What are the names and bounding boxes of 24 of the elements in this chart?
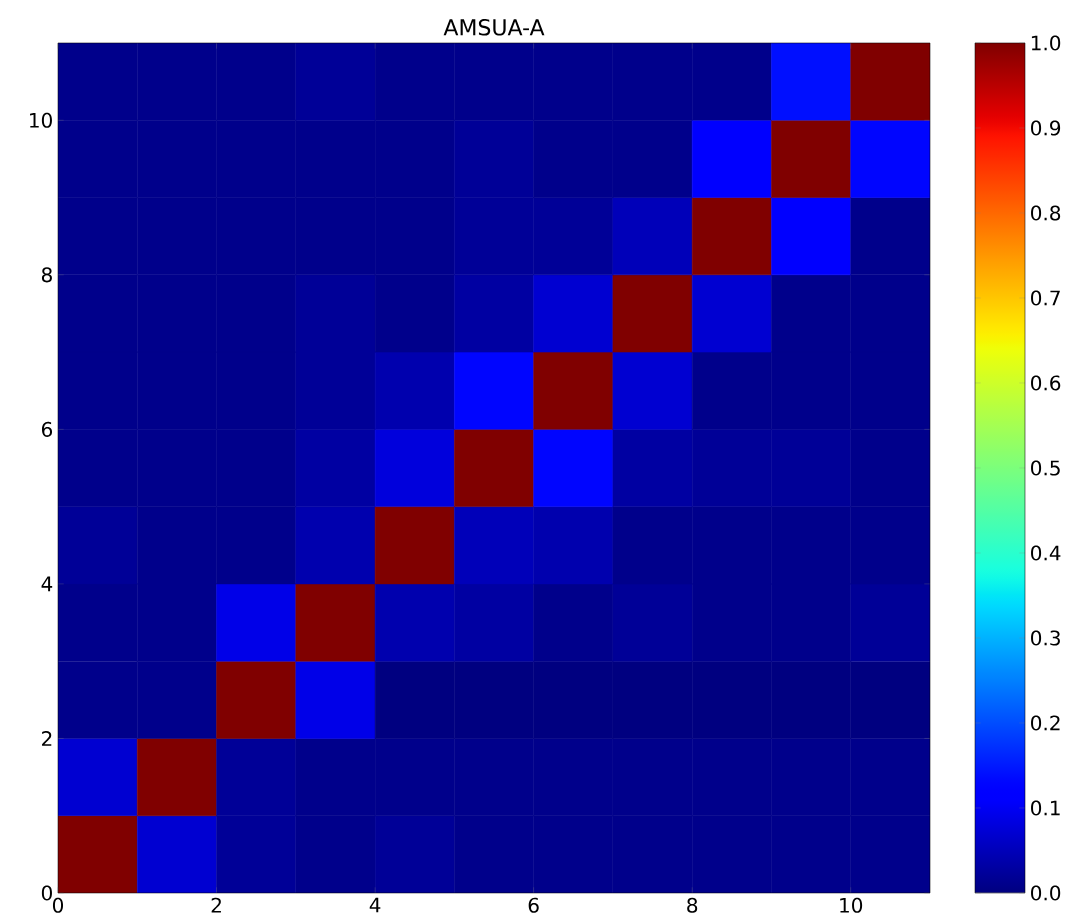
- color-bar-label: 0.9: [1031, 120, 1061, 136]
- color-bar-label: 0.8: [1031, 205, 1061, 221]
- color-bar-label: 1.0: [1031, 35, 1061, 51]
- color-bar-label: 0.3: [1031, 630, 1060, 646]
- color-bar-label: 0.6: [1031, 375, 1061, 391]
- x-tick-label: 10: [840, 897, 863, 913]
- y-tick-label: 10: [30, 112, 52, 128]
- color-bar-label: 0.2: [1031, 715, 1060, 731]
- color-bar-label: 0.4: [1031, 545, 1061, 561]
- chart-title: AMSUA-A: [443, 18, 545, 36]
- x-tick-label: 8: [687, 897, 698, 913]
- color-bar-label: 0.0: [1031, 885, 1061, 901]
- color-bar-label: 0.1: [1031, 800, 1060, 816]
- y-tick-label: 2: [42, 731, 52, 746]
- x-tick-label: 4: [369, 897, 381, 913]
- y-tick-label: 8: [41, 267, 52, 283]
- color-bar-label: 0.7: [1031, 290, 1060, 306]
- x-tick-label: 2: [211, 897, 221, 913]
- x-tick-label: 0: [52, 897, 64, 913]
- y-tick-label: 6: [41, 421, 53, 437]
- y-tick-label: 4: [41, 576, 53, 592]
- x-tick-label: 6: [528, 897, 539, 913]
- color-bar-label: 0.5: [1031, 460, 1060, 476]
- y-tick-label: 0: [41, 885, 52, 901]
